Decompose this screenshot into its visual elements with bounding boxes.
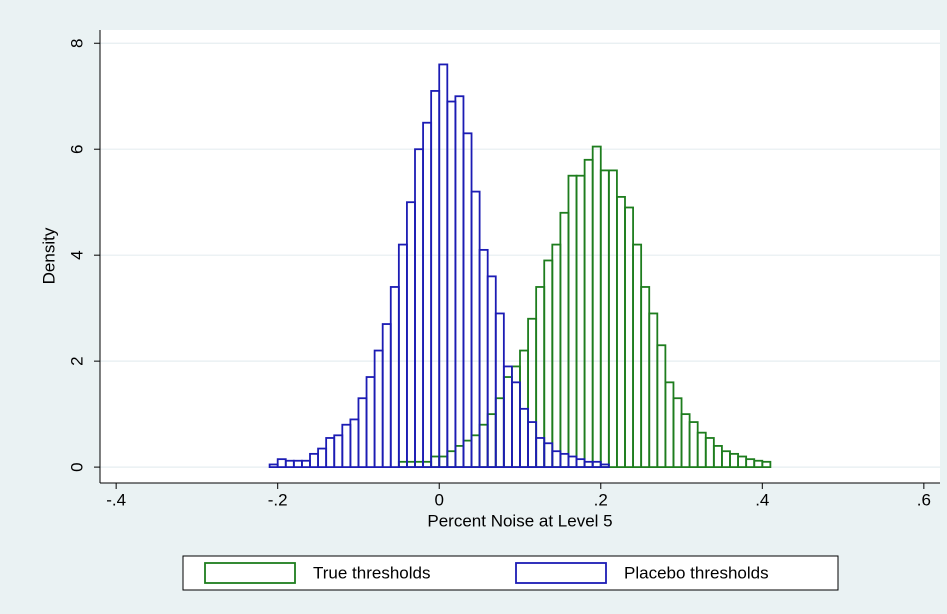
x-tick-label: .2 <box>594 490 608 509</box>
legend-swatch <box>204 562 296 584</box>
x-tick-label: .4 <box>755 490 769 509</box>
x-axis-label: Percent Noise at Level 5 <box>427 511 612 530</box>
legend-label: Placebo thresholds <box>624 563 769 582</box>
x-tick-label: -.2 <box>268 490 288 509</box>
legend-box <box>182 555 839 591</box>
y-tick-label: 2 <box>67 356 86 365</box>
x-tick-label: 0 <box>434 490 443 509</box>
y-tick-label: 4 <box>67 250 86 259</box>
y-tick-label: 6 <box>67 144 86 153</box>
x-tick-label: .6 <box>917 490 931 509</box>
legend-label: True thresholds <box>313 563 430 582</box>
x-tick-label: -.4 <box>106 490 126 509</box>
y-tick-label: 0 <box>67 462 86 471</box>
histogram-bar <box>761 460 772 469</box>
legend-swatch <box>515 562 607 584</box>
y-tick-label: 8 <box>67 39 86 48</box>
histogram-bar <box>599 463 610 469</box>
y-axis-label: Density <box>39 227 58 284</box>
